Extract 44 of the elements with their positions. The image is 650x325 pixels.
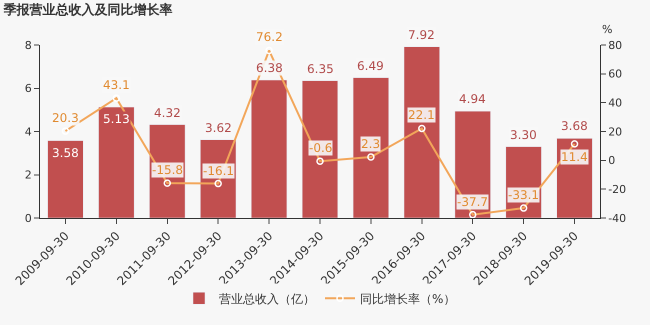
data-label: 7.92 [408, 28, 435, 42]
data-label: -0.6 [309, 141, 332, 155]
y2-tick-label: -20 [608, 183, 626, 196]
legend-label: 同比增长率（%） [360, 292, 456, 306]
y2-tick-label: 20 [608, 125, 622, 138]
data-label: 3.62 [205, 121, 232, 135]
data-label: 11.4 [561, 150, 588, 164]
data-label: -15.8 [152, 163, 184, 177]
data-label: 3.30 [510, 128, 537, 142]
bar [302, 80, 338, 218]
bar [251, 80, 288, 218]
y-tick-label: 6 [24, 82, 32, 96]
data-label: 4.32 [154, 106, 181, 120]
y2-tick-label: 0 [608, 154, 616, 168]
data-label: 76.2 [256, 30, 283, 44]
data-label: 3.68 [561, 119, 588, 133]
y2-tick-label: -40 [608, 212, 626, 225]
data-label: 43.1 [103, 78, 130, 92]
data-label: 6.35 [307, 62, 334, 76]
data-label: -33.1 [508, 188, 540, 202]
y2-tick-label: 60 [608, 68, 622, 81]
bar [98, 106, 134, 218]
y-tick-label: 0 [24, 212, 32, 225]
y2-axis-title: % [602, 23, 612, 36]
bar [352, 77, 389, 218]
data-label: 3.58 [52, 146, 79, 160]
legend-label: 营业总收入（亿） [219, 292, 315, 306]
data-label: -37.7 [457, 195, 488, 209]
y2-tick-label: 80 [608, 38, 622, 52]
data-label: 5.13 [103, 112, 130, 126]
bar [404, 46, 440, 218]
y-tick-label: 2 [24, 168, 32, 182]
y-tick-label: 4 [24, 125, 32, 138]
chart-title: 季报营业总收入及同比增长率 [2, 2, 172, 18]
data-label: 20.3 [52, 111, 79, 125]
data-label: 6.38 [256, 61, 283, 75]
y-tick-label: 8 [24, 38, 32, 52]
data-label: 6.49 [357, 59, 384, 73]
data-label: 4.94 [459, 92, 486, 106]
y2-tick-label: 40 [608, 96, 622, 110]
bar [454, 110, 491, 218]
data-label: 22.1 [408, 108, 435, 122]
data-label: 2.3 [361, 137, 380, 151]
data-label: -16.1 [203, 164, 234, 178]
